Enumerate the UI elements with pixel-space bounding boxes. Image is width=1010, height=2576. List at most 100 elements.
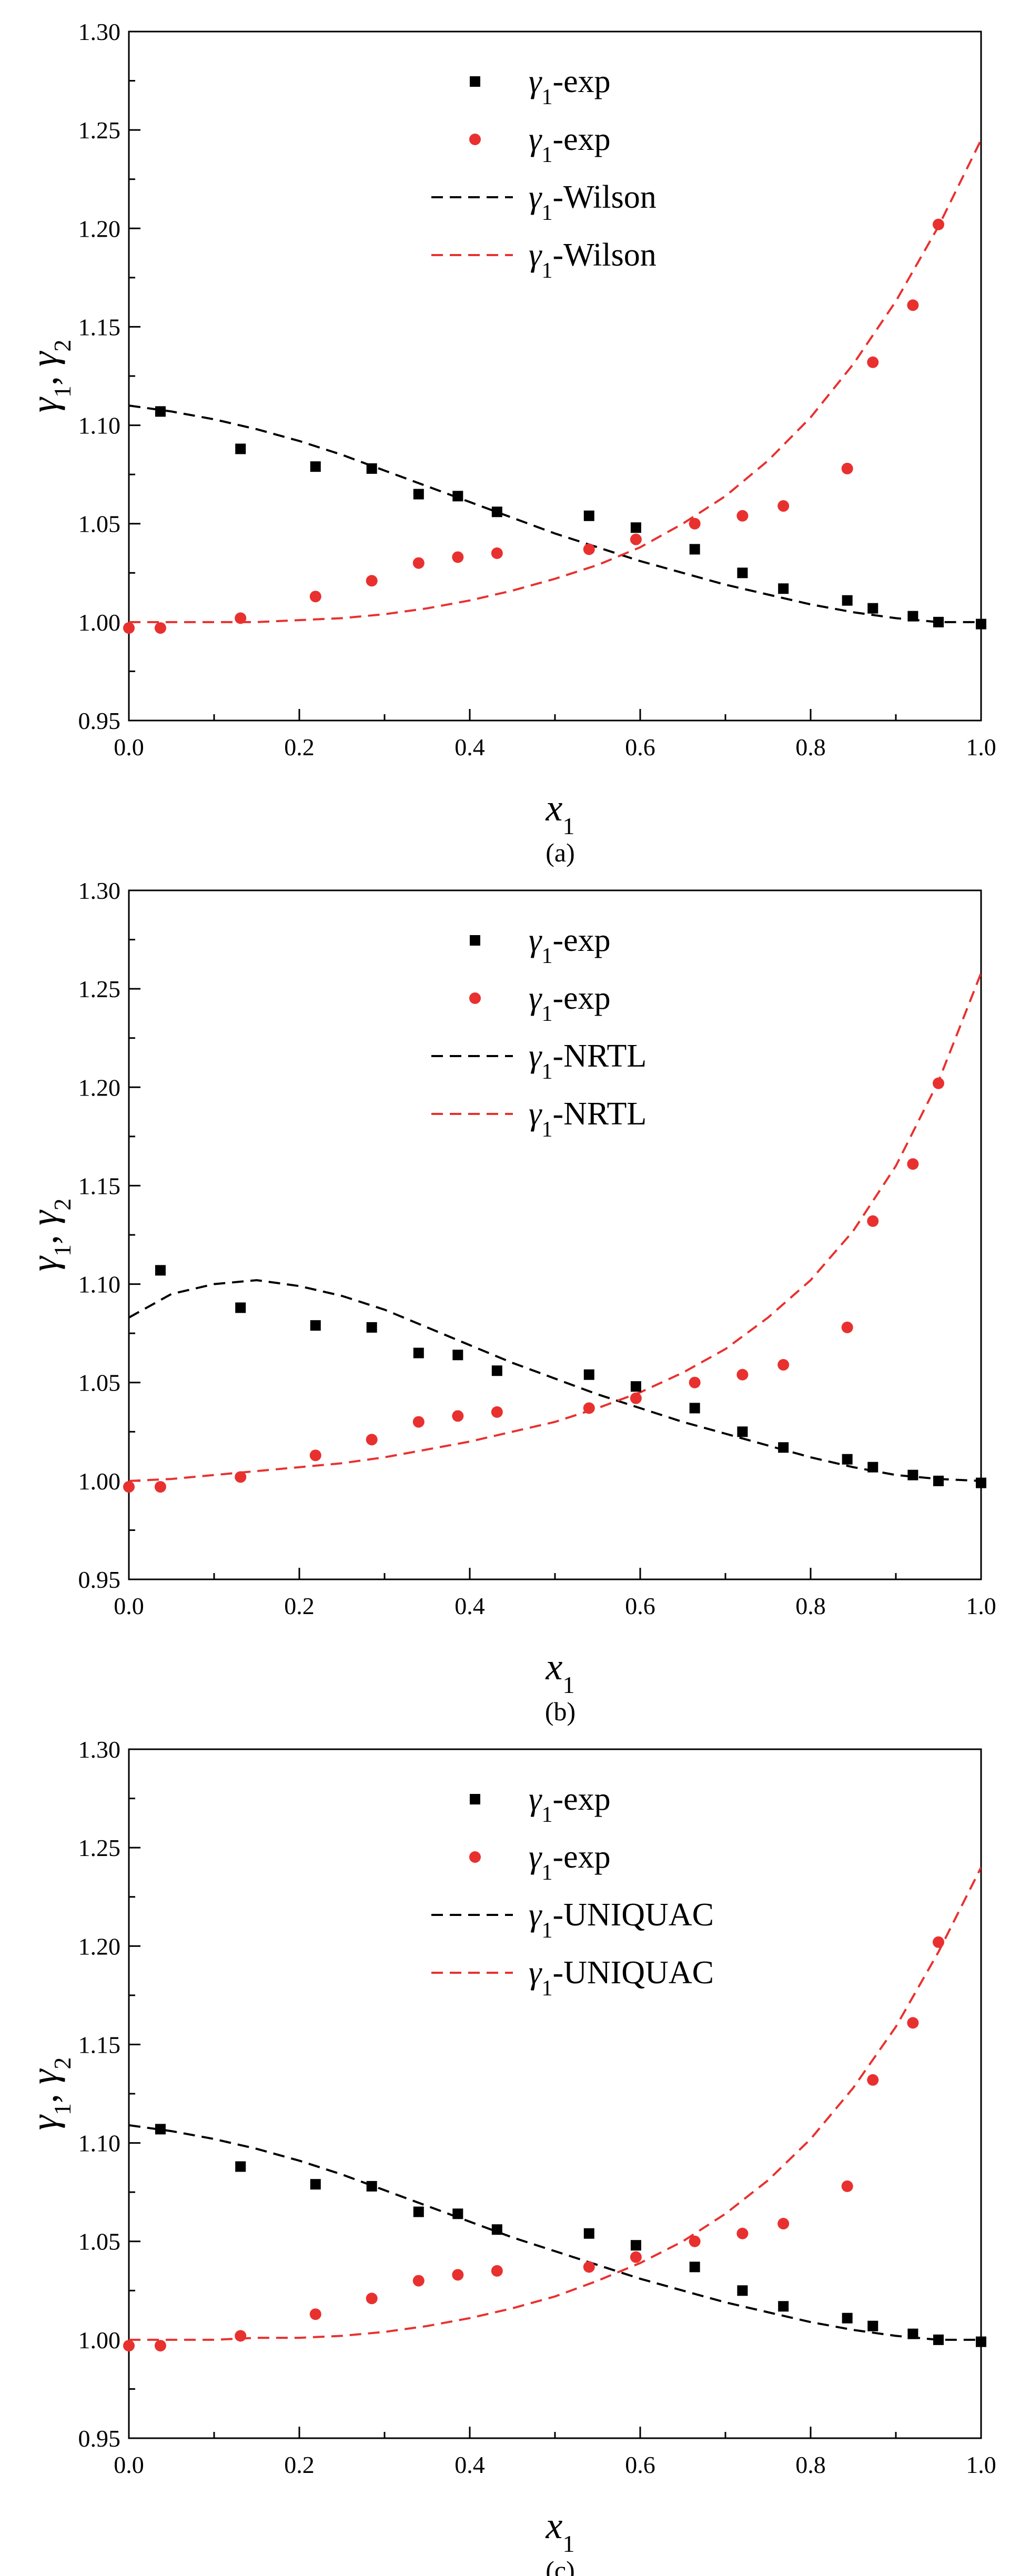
data-point-square (976, 618, 986, 630)
chart-panel-3: 0.0 0.2 0.4 0.6 0.8 1.0 0.95 1.00 1.05 1.10 1.15 1.… (23, 1736, 996, 2576)
data-point-square (778, 1442, 789, 1453)
chart-panel-1: 0.0 0.2 0.4 0.6 0.8 1.0 0.95 1.00 1.05 1.10 1.15 1.… (23, 18, 996, 867)
data-point-square (842, 595, 853, 606)
data-point-square (737, 567, 748, 579)
data-point-circle (630, 533, 642, 545)
series-line-nrtl-2 (129, 1279, 981, 1482)
data-point-square (689, 1403, 700, 1414)
data-point-circle (736, 510, 749, 522)
y-tick-label: 1.10 (78, 2130, 121, 2157)
y-tick-label: 1.10 (78, 412, 121, 439)
legend-marker-square (470, 76, 480, 87)
data-point-square (689, 2261, 700, 2273)
x-tick-label: 0.2 (284, 734, 315, 760)
data-point-circle (412, 2275, 425, 2287)
y-tick-label: 1.10 (78, 1271, 121, 1298)
panel-caption: (a) (546, 838, 575, 867)
data-point-square (933, 616, 944, 627)
y-tick-label: 1.15 (78, 313, 121, 340)
x-axis-label: x1 (546, 1646, 575, 1698)
x-tick-label: 0.8 (795, 734, 826, 760)
data-point-circle (235, 1471, 247, 1483)
legend-label: γ1-exp (529, 64, 611, 109)
panel-caption: (c) (546, 2555, 575, 2576)
data-point-square (689, 544, 700, 555)
data-point-circle (777, 1359, 790, 1371)
data-point-square (583, 2228, 594, 2239)
data-point-square (867, 1462, 878, 1473)
data-point-circle (491, 547, 503, 559)
x-axis-label: x1 (546, 787, 575, 839)
data-point-circle (689, 2235, 701, 2247)
data-point-square (976, 1477, 986, 1488)
data-point-circle (867, 1215, 879, 1227)
y-tick-label: 1.00 (78, 1468, 121, 1495)
data-point-square (933, 1475, 944, 1486)
legend-label: γ1-Wilson (529, 179, 656, 225)
data-point-square (366, 1322, 377, 1333)
data-point-circle (689, 518, 701, 530)
data-point-square (452, 1350, 463, 1361)
x-tick-label: 1.0 (966, 734, 996, 760)
data-point-circle (154, 1481, 166, 1493)
data-point-square (413, 1347, 424, 1358)
data-point-circle (630, 1392, 642, 1404)
y-tick-label: 0.95 (78, 707, 121, 734)
x-tick-label: 0.6 (625, 734, 655, 760)
data-point-circle (689, 1376, 701, 1388)
data-point-circle (583, 1402, 595, 1414)
data-point-square (452, 491, 463, 502)
data-point-circle (907, 1158, 919, 1170)
data-point-square (737, 1426, 748, 1437)
data-point-circle (907, 2017, 919, 2029)
data-point-square (310, 1320, 321, 1331)
chart-panel-2: 0.0 0.2 0.4 0.6 0.8 1.0 0.95 1.00 1.05 1.10 1.15 1.… (23, 877, 996, 1726)
data-point-square (583, 510, 594, 521)
data-point-circle (452, 551, 464, 563)
data-point-circle (841, 462, 853, 474)
x-tick-label: 0.0 (114, 2451, 144, 2478)
y-tick-label: 1.25 (78, 1834, 121, 1861)
data-point-circle (154, 622, 166, 634)
series-line-uniquac-2 (129, 2124, 981, 2341)
data-point-square (630, 2240, 641, 2251)
data-point-circle (235, 2330, 247, 2342)
data-point-square (310, 461, 321, 472)
data-point-square (155, 2124, 166, 2135)
data-point-circle (841, 1321, 853, 1333)
data-point-square (907, 1469, 918, 1480)
x-tick-label: 0.6 (625, 2451, 655, 2478)
data-point-circle (154, 2340, 166, 2352)
data-point-square (933, 2334, 944, 2345)
x-tick-label: 0.0 (114, 734, 144, 760)
y-tick-label: 1.30 (78, 18, 121, 45)
legend-label: γ1-UNIQUAC (529, 1897, 714, 1943)
y-tick-label: 1.25 (78, 976, 121, 1002)
y-tick-label: 0.95 (78, 2425, 121, 2452)
data-point-square (867, 603, 878, 614)
y-tick-label: 1.05 (78, 1370, 121, 1396)
data-point-circle (452, 2269, 464, 2281)
data-point-square (491, 2224, 502, 2235)
x-tick-label: 0.0 (114, 1593, 144, 1619)
x-tick-label: 0.4 (454, 1593, 485, 1619)
y-tick-label: 0.95 (78, 1566, 121, 1593)
data-point-square (976, 2336, 986, 2347)
data-point-circle (123, 622, 135, 634)
legend-label: γ1-NRTL (529, 1096, 647, 1142)
x-tick-label: 1.0 (966, 2451, 996, 2478)
legend-marker-square (470, 935, 480, 946)
data-point-square (842, 1454, 853, 1465)
data-point-circle (452, 1410, 464, 1422)
series-line-uniquac-3 (129, 1867, 981, 2341)
data-point-circle (867, 356, 879, 368)
data-point-square (235, 443, 246, 454)
y-axis-label: γ1, γ2 (23, 340, 76, 413)
data-point-circle (366, 2293, 378, 2305)
data-point-circle (736, 2227, 749, 2239)
data-point-circle (583, 543, 595, 555)
data-point-square (583, 1369, 594, 1380)
panel-caption: (b) (545, 1697, 575, 1726)
legend-label: γ1-exp (529, 121, 611, 167)
